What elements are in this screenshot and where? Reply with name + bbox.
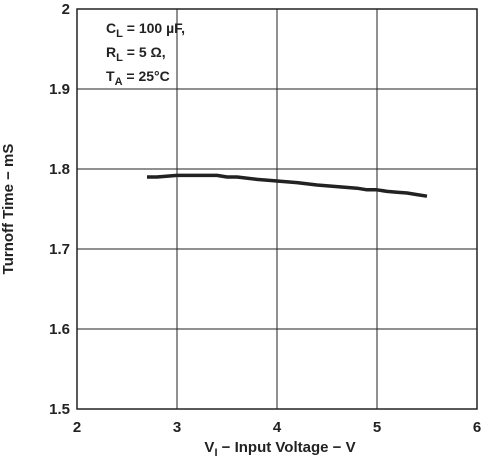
y-tick-label: 2 <box>62 1 70 18</box>
x-tick-label: 2 <box>73 419 81 436</box>
annotation-sub: A <box>115 76 123 88</box>
annotation-line: RL = 5 Ω, <box>106 44 166 64</box>
y-tick-label: 1.9 <box>49 81 70 98</box>
annotation-main: R <box>106 44 116 60</box>
annotation-rest: = 100 µF, <box>123 20 185 36</box>
x-tick-label: 4 <box>273 419 282 436</box>
y-axis-label: Turnoff Time − mS <box>0 144 17 275</box>
y-tick-label: 1.5 <box>49 401 70 418</box>
x-axis-label-sub: I <box>214 447 217 458</box>
x-axis-label: VI − Input Voltage − V <box>204 439 355 458</box>
annotation-rest: = 5 Ω, <box>123 44 166 60</box>
y-tick-label: 1.6 <box>49 321 70 338</box>
y-tick-label: 1.7 <box>49 241 70 258</box>
annotation-line: TA = 25°C <box>106 68 170 88</box>
x-tick-label: 5 <box>373 419 381 436</box>
series-line <box>147 173 428 198</box>
y-tick-labels: 1.5 1.6 1.7 1.8 1.9 2 <box>49 1 70 418</box>
x-tick-label: 6 <box>473 419 481 436</box>
x-tick-label: 3 <box>173 419 181 436</box>
x-axis-label-main: V <box>204 439 214 456</box>
annotation-rest: = 25°C <box>123 68 170 84</box>
x-tick-labels: 2 3 4 5 6 <box>73 419 481 436</box>
annotation-main: C <box>106 20 116 36</box>
annotation-line: CL = 100 µF, <box>106 20 185 40</box>
annotation-sub: L <box>116 28 123 40</box>
y-tick-label: 1.8 <box>49 161 70 178</box>
annotation-box: CL = 100 µF,RL = 5 Ω,TA = 25°C <box>106 20 185 88</box>
annotation-main: T <box>106 68 115 84</box>
annotation-sub: L <box>116 52 123 64</box>
x-axis-label-rest: − Input Voltage − V <box>218 439 356 456</box>
grid <box>77 9 477 409</box>
